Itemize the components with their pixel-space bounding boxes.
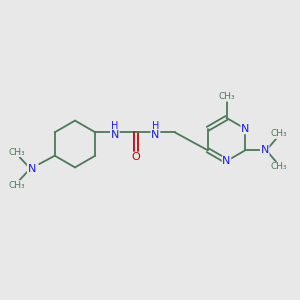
Text: N: N [241,124,249,134]
Text: N: N [111,130,119,140]
Text: N: N [27,164,36,174]
Text: CH₃: CH₃ [218,92,235,101]
Text: N: N [151,130,160,140]
Text: CH₃: CH₃ [8,148,25,157]
Text: CH₃: CH₃ [271,162,287,171]
Text: H: H [152,121,159,131]
Text: CH₃: CH₃ [8,181,25,190]
Text: CH₃: CH₃ [271,129,287,138]
Text: N: N [260,145,269,155]
Text: O: O [131,152,140,163]
Text: H: H [111,121,118,131]
Text: N: N [222,156,231,166]
